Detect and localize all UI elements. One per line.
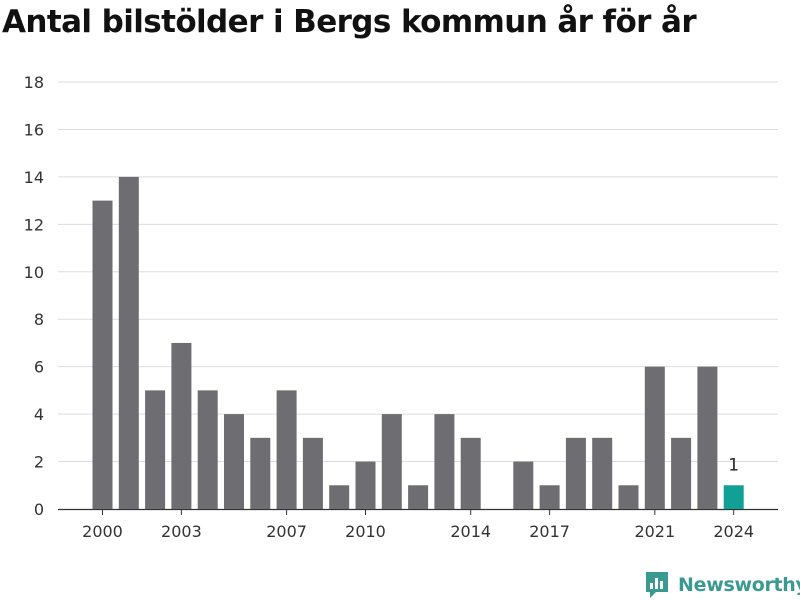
x-tick-label: 2010 [345,522,386,541]
bar-2020 [618,485,639,509]
bar-2021 [644,366,665,509]
bar-2006 [250,437,271,509]
x-tick-label: 2007 [266,522,307,541]
bar-2000 [92,200,113,509]
bars [92,176,744,509]
bar-2010 [355,461,376,509]
brand-logo: Newsworthy [644,570,800,600]
y-axis-tick-labels: 0 2 4 6 8 10 12 14 16 18 [24,73,44,519]
bar-chart-icon [646,572,668,598]
bar-2014 [460,437,481,509]
y-tick-label: 8 [34,310,44,329]
bar-2023 [697,366,718,509]
bar-2001 [118,176,139,509]
bar-2016 [513,461,534,509]
bar-2019 [592,437,613,509]
data-label-2024: 1 [728,455,739,475]
bar-2018 [565,437,586,509]
y-tick-label: 0 [34,500,44,519]
data-labels: 1 [728,455,739,475]
bar-2017 [539,485,560,509]
x-tick-label: 2003 [161,522,202,541]
y-tick-label: 10 [24,263,44,282]
bar-2011 [381,414,402,509]
x-tick-label: 2014 [450,522,491,541]
bar-2022 [671,437,692,509]
bar-2024 [723,485,744,509]
x-tick-label: 2000 [82,522,123,541]
y-tick-label: 14 [24,168,44,187]
bar-2013 [434,414,455,509]
brand-name: Newsworthy [678,574,800,596]
x-axis-tick-labels: 2000 2003 2007 2010 2014 2017 2021 2024 [82,509,754,541]
y-tick-label: 12 [24,215,44,234]
bar-2008 [302,437,323,509]
bar-2005 [224,414,244,509]
bar-2012 [408,485,429,509]
bar-2003 [171,342,192,509]
y-tick-label: 4 [34,405,44,424]
bar-2004 [197,390,218,509]
gridlines [58,81,778,511]
y-tick-label: 6 [34,358,44,377]
chart-title: Antal bilstölder i Bergs kommun år för å… [2,4,697,40]
bar-2009 [329,485,350,509]
bar-2007 [276,390,297,509]
y-tick-label: 16 [24,120,44,139]
x-tick-label: 2021 [634,522,675,541]
x-tick-label: 2024 [713,522,754,541]
x-tick-label: 2017 [529,522,570,541]
bar-2002 [145,390,166,509]
y-tick-label: 18 [24,73,44,92]
y-tick-label: 2 [34,453,44,472]
